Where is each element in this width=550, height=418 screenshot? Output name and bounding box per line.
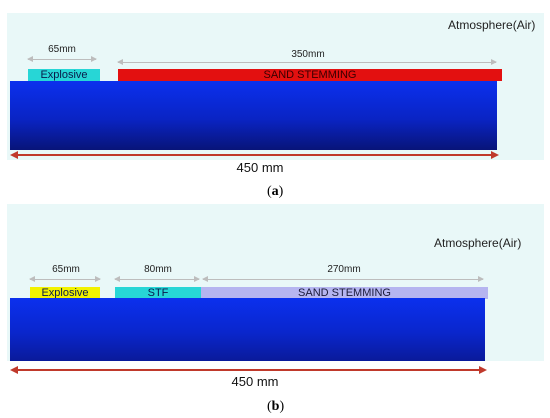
sand-stemming-label-b: SAND STEMMING	[298, 287, 391, 299]
stemming-dimension-arrow-b	[202, 276, 484, 282]
rock-body-b	[10, 298, 485, 361]
rock-body-a	[10, 81, 497, 150]
sand-stemming-bar-a: SAND STEMMING	[118, 69, 502, 81]
stemming-dimension-label-a: 350mm	[291, 49, 325, 60]
sand-stemming-bar-b: SAND STEMMING	[201, 287, 488, 299]
sand-stemming-label-a: SAND STEMMING	[263, 69, 357, 81]
atmosphere-label-a: Atmosphere(Air)	[448, 18, 536, 32]
stf-bar-b: STF	[115, 287, 201, 299]
stf-dimension-label-b: 80mm	[144, 264, 172, 275]
explosive-dimension-arrow-b	[29, 276, 101, 282]
caption-a: (a)	[267, 184, 284, 199]
atmosphere-label-b: Atmosphere(Air)	[434, 236, 522, 250]
explosive-dimension-label-a: 65mm	[48, 44, 76, 55]
stf-dimension-arrow-b	[114, 276, 200, 282]
explosive-label-a: Explosive	[40, 69, 88, 81]
stf-label-b: STF	[147, 287, 169, 299]
explosive-label-b: Explosive	[41, 287, 89, 299]
explosive-dimension-arrow-a	[27, 56, 97, 62]
total-length-arrow-a	[10, 150, 499, 159]
total-length-label-b: 450 mm	[231, 374, 279, 389]
explosive-bar-a: Explosive	[28, 69, 100, 81]
explosive-dimension-label-b: 65mm	[52, 264, 80, 275]
explosive-bar-b: Explosive	[30, 287, 100, 299]
stemming-dimension-label-b: 270mm	[327, 264, 361, 275]
total-length-label-a: 450 mm	[236, 160, 284, 175]
stemming-dimension-arrow-a	[117, 59, 497, 65]
caption-b: (b)	[267, 399, 285, 414]
total-length-arrow-b	[10, 365, 487, 374]
